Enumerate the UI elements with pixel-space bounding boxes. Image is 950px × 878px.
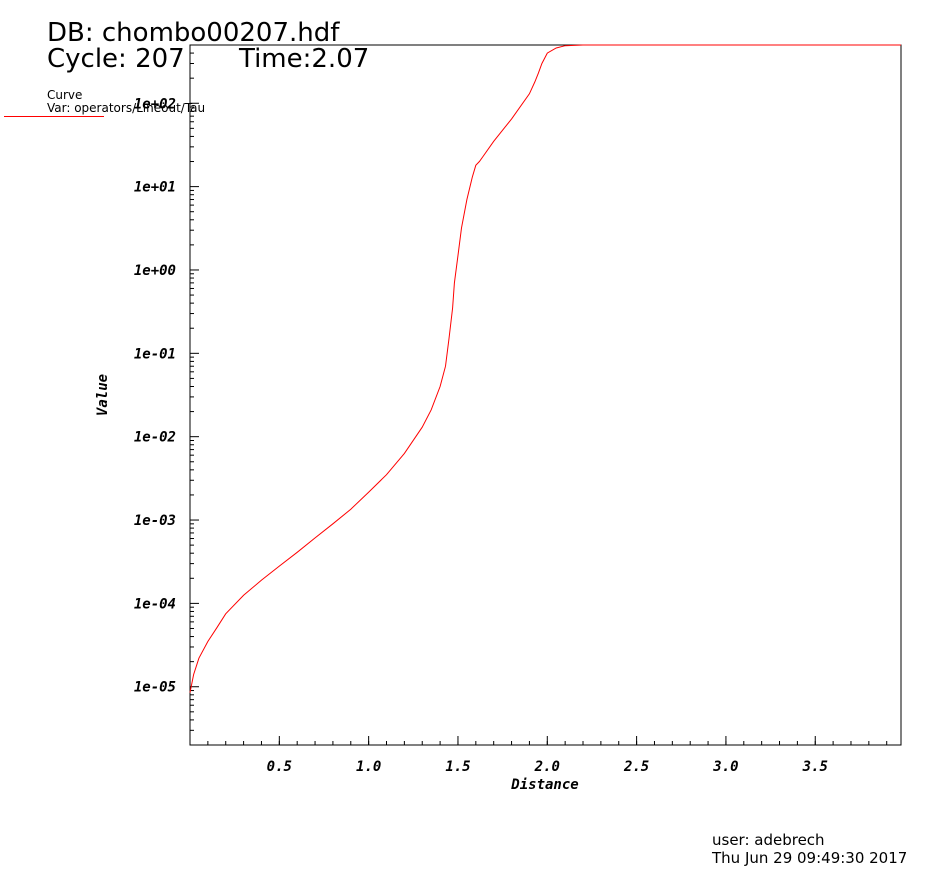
y-tick-label: 1e-01 [134,346,176,362]
series-line-tau [189,44,901,693]
legend-line-swatch [4,116,104,117]
x-tick-label: 0.5 [267,759,292,775]
user-label: user: adebrech [712,831,825,849]
y-tick-label: 1e+02 [134,96,176,112]
x-tick-label: 1.5 [445,759,470,775]
x-tick-label: 1.0 [356,759,381,775]
cycle-label: Cycle: 207 [47,44,185,74]
x-tick-label: 2.0 [534,759,560,775]
plot-frame [189,44,902,746]
db-title: DB: chombo00207.hdf [47,18,340,48]
y-tick-label: 1e-02 [134,430,176,446]
y-tick-label: 1e-04 [134,596,176,612]
x-axis-title: Distance [510,777,578,793]
y-tick-label: 1e+01 [134,180,176,196]
legend-var-label: Var: operators/Lineout/Tau [47,101,206,115]
y-axis-ticks: 1e-05 1e-04 1e-03 1e-02 1e-01 1e+00 1e+01 1e+02 [134,44,199,746]
y-tick-label: 1e-03 [134,513,176,529]
y-tick-label: 1e+00 [134,263,176,279]
legend-title: Curve [47,88,83,102]
timestamp-label: Thu Jun 29 09:49:30 2017 [712,849,908,867]
y-tick-label: 1e-05 [134,680,176,696]
x-tick-label: 3.5 [802,759,828,775]
y-axis-title: Value [95,374,111,416]
time-label: Time:2.07 [239,44,370,74]
x-axis-ticks: 0.5 1.0 1.5 2.0 2.5 3.0 3.5 [267,736,828,775]
x-tick-label: 3.0 [712,759,738,775]
x-tick-label: 2.5 [623,759,649,775]
